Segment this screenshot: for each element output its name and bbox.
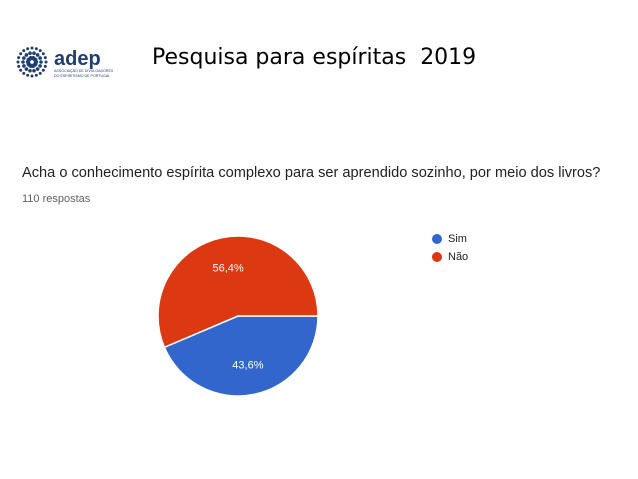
pie-slice-nao bbox=[157, 236, 319, 349]
pie-label-sim: 43,6% bbox=[232, 360, 263, 372]
logo-name: adep bbox=[54, 48, 101, 70]
legend-label-nao: Não bbox=[448, 251, 469, 263]
logo-dots-icon bbox=[16, 46, 48, 78]
legend-label-sim: Sim bbox=[448, 233, 467, 245]
adep-logo: adep ASSOCIAÇÃO DE DIVULGADORES DO ESPIR… bbox=[16, 46, 114, 78]
response-count: 110 respostas bbox=[22, 193, 91, 205]
pie-slice-sim bbox=[163, 315, 319, 397]
chart-question-title: Acha o conhecimento espírita complexo pa… bbox=[22, 165, 601, 181]
slide-title: Pesquisa para espíritas 2019 bbox=[152, 45, 477, 70]
logo-subtitle-line1: ASSOCIAÇÃO DE DIVULGADORES bbox=[54, 68, 114, 73]
logo-subtitle-line2: DO ESPIRITISMO DE PORTUGAL bbox=[54, 74, 110, 78]
legend-swatch-nao bbox=[432, 252, 442, 262]
legend-swatch-sim bbox=[432, 234, 442, 244]
pie-label-nao: 56,4% bbox=[212, 262, 243, 274]
legend-item-nao: Não bbox=[432, 251, 468, 263]
legend-item-sim: Sim bbox=[432, 233, 467, 245]
pie-chart: 43,6% 56,4% bbox=[157, 236, 319, 397]
